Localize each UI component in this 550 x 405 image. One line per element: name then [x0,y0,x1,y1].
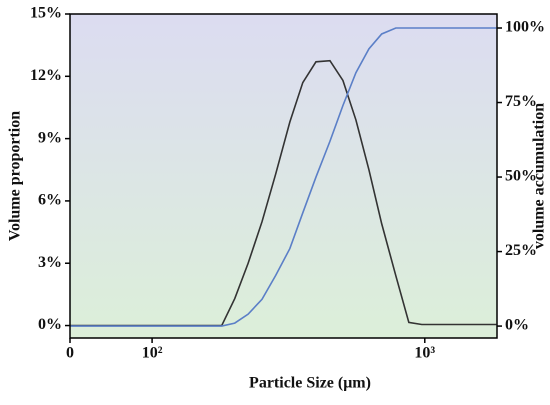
y-tick-label: 15% [30,5,62,22]
y2-tick-label: 50% [505,168,537,185]
y2-tick-label: 0% [505,317,529,334]
x-tick-label: 10² [142,345,163,362]
x-tick-label: 0 [66,345,74,362]
y-tick-label: 3% [38,254,62,271]
y-tick-label: 6% [38,192,62,209]
x-axis-label: Particle Size (μm) [249,375,371,392]
y2-tick-label: 25% [505,242,537,259]
plot-background [70,14,497,338]
y2-tick-label: 75% [505,93,537,110]
y-tick-label: 9% [38,129,62,146]
line-series [70,27,497,327]
plot-frame [69,13,498,339]
y2-tick-label: 100% [505,19,545,36]
line-series [70,59,497,327]
y2-axis-label: volume accumulation [531,103,548,249]
y-axis-label: Volume proportion [7,111,24,241]
y-tick-label: 12% [30,67,62,84]
y-tick-label: 0% [38,316,62,333]
x-tick-label: 10³ [414,345,435,362]
